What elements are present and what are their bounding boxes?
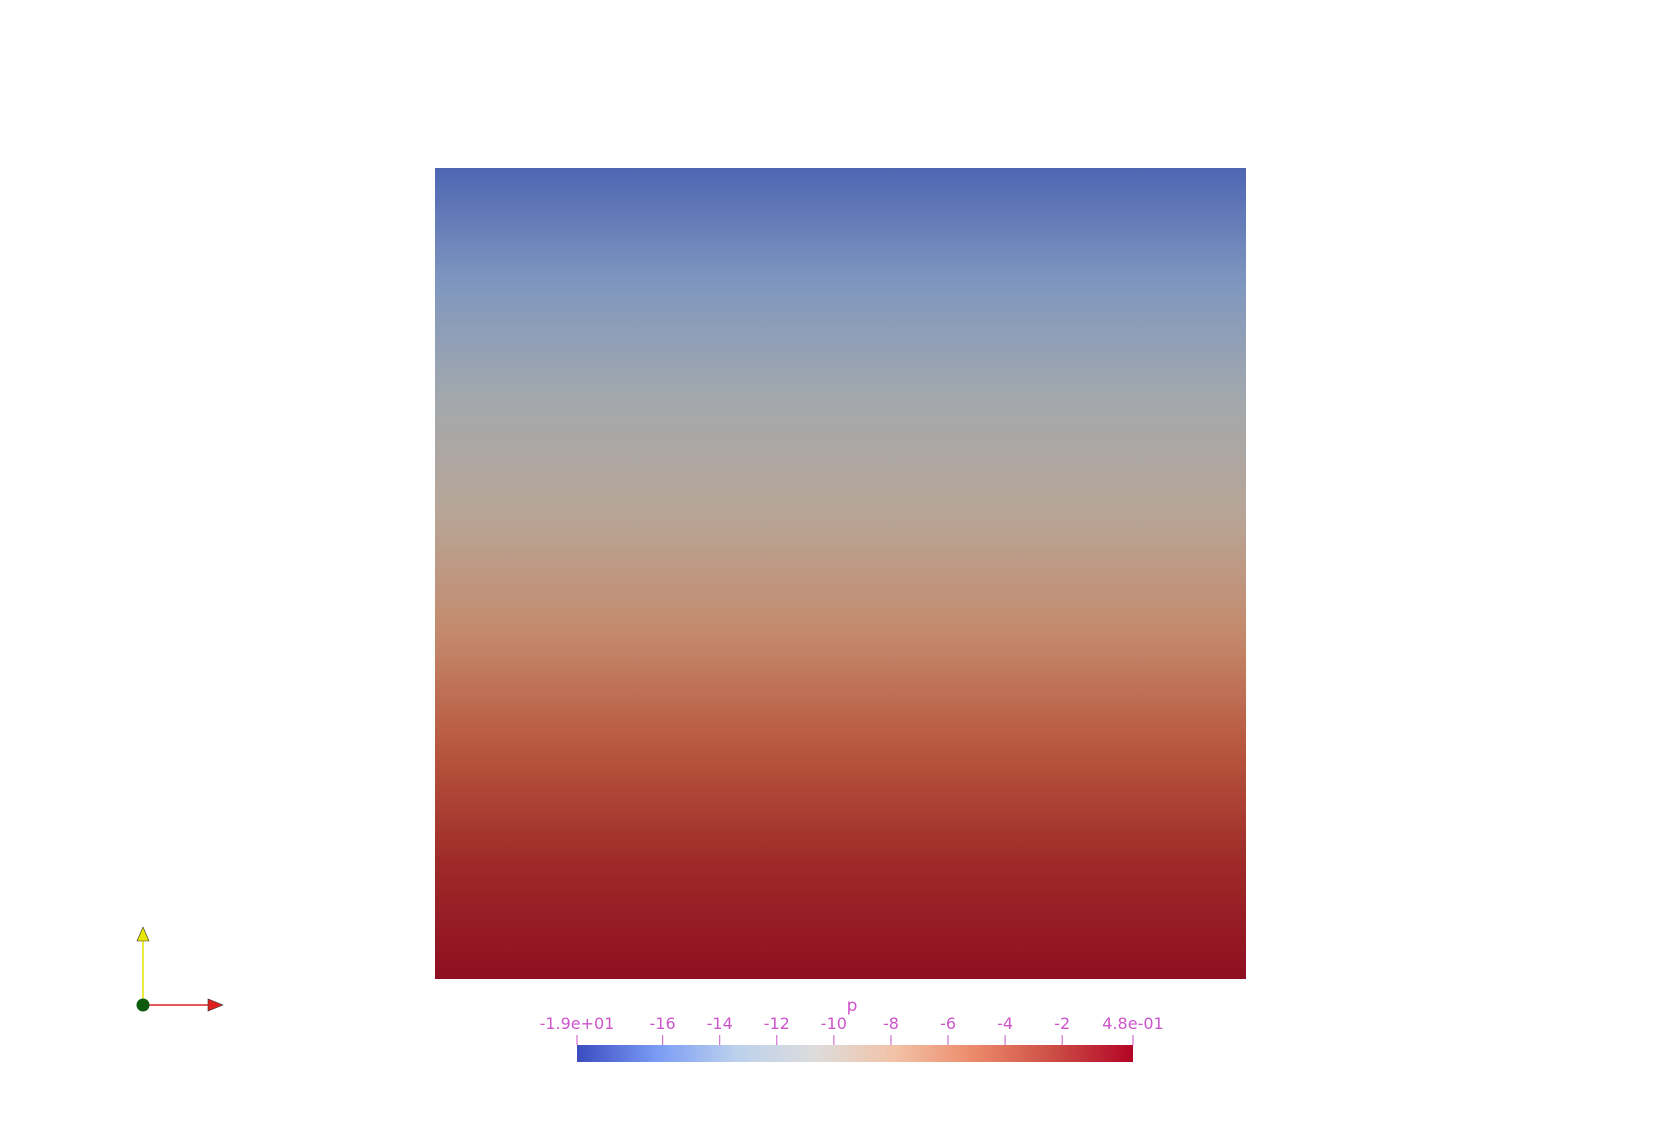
orientation-axes-widget[interactable]	[120, 915, 240, 1015]
y-axis-arrow-icon	[136, 926, 150, 942]
colorbar-tick-label: -10	[821, 1014, 847, 1033]
x-axis-arrow-icon	[207, 998, 224, 1012]
field-surface	[435, 168, 1246, 979]
colorbar-bar	[577, 1045, 1133, 1062]
colorbar-tick-label: -12	[764, 1014, 790, 1033]
colorbar-tick-label: -1.9e+01	[540, 1014, 615, 1033]
colorbar-tick-label: 4.8e-01	[1102, 1014, 1163, 1033]
colorbar-tick-label: -6	[940, 1014, 956, 1033]
colorbar-tick-label: -4	[997, 1014, 1013, 1033]
colorbar-tick-label: -8	[883, 1014, 899, 1033]
colorbar-ticks: -1.9e+01 -16 -14 -12 -10 -8 -6 -4 -2 4.8e-01	[540, 1014, 1164, 1045]
colorbar-tick-label: -2	[1054, 1014, 1070, 1033]
colorbar-tick-label: -16	[650, 1014, 676, 1033]
origin-marker	[136, 998, 150, 1012]
colorbar-title: p	[847, 996, 858, 1016]
scalar-field-plot[interactable]	[435, 168, 1246, 979]
colorbar-tick-label: -14	[707, 1014, 733, 1033]
